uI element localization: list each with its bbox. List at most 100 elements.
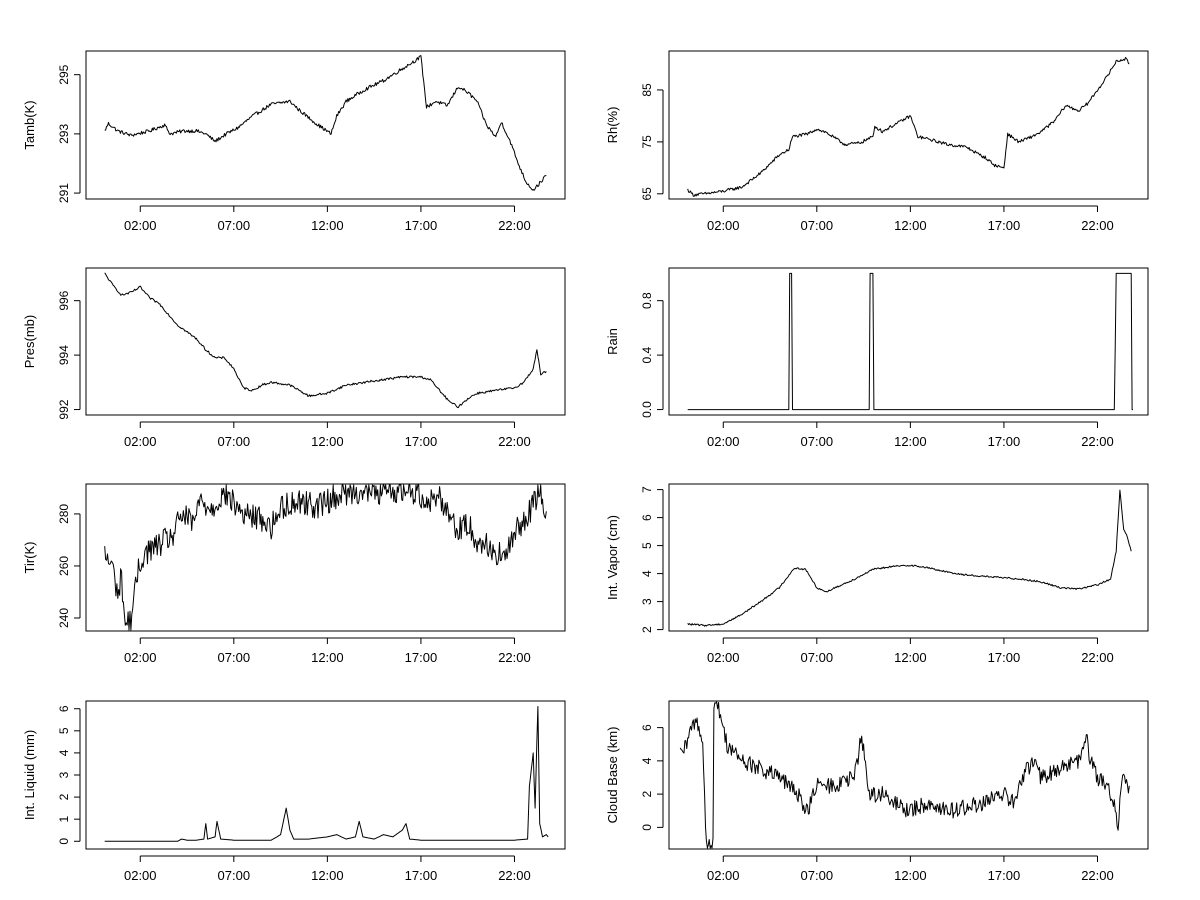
x-tick-label: 02:00: [124, 434, 157, 449]
x-tick-label: 02:00: [124, 650, 157, 665]
x-axis: 02:00 07:00 12:00 17:00 22:00: [124, 205, 531, 233]
y-tick-label: 5: [640, 542, 654, 549]
panel-rh: 02:00 07:00 12:00 17:00 22:00 65 75 85 Rh(%): [605, 50, 1149, 233]
x-tick-label: 17:00: [405, 868, 438, 883]
y-tick-label: 7: [640, 486, 654, 493]
x-axis: 02:00 07:00 12:00 17:00 22:00: [707, 205, 1114, 233]
x-tick-label: 07:00: [218, 650, 251, 665]
plot-frame: [668, 267, 1149, 416]
y-tick-label: 0: [57, 838, 71, 845]
x-tick-label: 17:00: [988, 218, 1021, 233]
y-tick-label: 5: [57, 727, 71, 734]
plot-frame: [668, 700, 1149, 850]
y-axis: 992 994 996: [57, 290, 81, 420]
x-tick-label: 22:00: [1081, 650, 1114, 665]
x-tick-label: 02:00: [707, 868, 740, 883]
y-tick-label: 85: [640, 83, 654, 97]
y-tick-label: 75: [640, 135, 654, 149]
x-tick-label: 12:00: [894, 218, 927, 233]
y-axis: 0 2 4 6: [640, 724, 664, 831]
series-line-liquid: [104, 706, 549, 842]
x-tick-label: 22:00: [498, 218, 531, 233]
x-tick-label: 22:00: [1081, 868, 1114, 883]
plot-frame: [85, 50, 566, 200]
x-axis: 02:00 07:00 12:00 17:00 22:00: [707, 855, 1114, 883]
y-tick-label: 6: [640, 514, 654, 521]
y-tick-label: 4: [640, 757, 654, 764]
series-line-tir: [104, 484, 547, 631]
x-tick-label: 02:00: [707, 218, 740, 233]
y-tick-label: 295: [57, 64, 71, 84]
x-tick-label: 12:00: [894, 434, 927, 449]
series-line-rh: [687, 57, 1130, 197]
x-tick-label: 02:00: [124, 218, 157, 233]
x-tick-label: 12:00: [311, 434, 344, 449]
y-axis: 65 75 85: [640, 83, 664, 201]
y-axis-label: Tamb(K): [22, 100, 37, 149]
x-tick-label: 22:00: [1081, 218, 1114, 233]
plot-frame: [668, 50, 1149, 200]
y-tick-label: 4: [640, 570, 654, 577]
x-tick-label: 22:00: [498, 868, 531, 883]
x-tick-label: 07:00: [801, 650, 834, 665]
x-tick-label: 02:00: [707, 650, 740, 665]
panel-pres: 02:00 07:00 12:00 17:00 22:00 992 994 996 Pres(m…: [22, 267, 566, 449]
y-tick-label: 2: [640, 626, 654, 633]
panel-rain: 02:00 07:00 12:00 17:00 22:00 0.0 0.4 0.8 Rain: [605, 267, 1149, 449]
y-tick-label: 291: [57, 183, 71, 203]
y-tick-label: 996: [57, 290, 71, 310]
x-tick-label: 12:00: [311, 218, 344, 233]
series-line-cloudbase: [679, 701, 1130, 849]
series-line-vapor: [687, 489, 1132, 627]
x-axis: 02:00 07:00 12:00 17:00 22:00: [124, 421, 531, 449]
x-tick-label: 12:00: [311, 650, 344, 665]
y-axis: 291 293 295: [57, 64, 81, 203]
y-tick-label: 3: [640, 598, 654, 605]
y-axis: 0 1 2 3 4 5 6: [57, 705, 81, 845]
y-tick-label: 0.8: [640, 292, 654, 309]
y-axis: 2 3 4 5 6 7: [640, 486, 664, 633]
x-tick-label: 12:00: [311, 868, 344, 883]
x-tick-label: 17:00: [988, 434, 1021, 449]
x-tick-label: 17:00: [988, 868, 1021, 883]
y-tick-label: 65: [640, 187, 654, 201]
panel-cloudbase: 02:00 07:00 12:00 17:00 22:00 0 2 4 6 Cloud Base …: [605, 700, 1149, 883]
y-tick-label: 293: [57, 124, 71, 144]
y-tick-label: 280: [57, 504, 71, 524]
panel-tir: 02:00 07:00 12:00 17:00 22:00 240 260 280 Tir(K): [22, 483, 566, 665]
series-line-pres: [104, 272, 547, 409]
y-axis: 0.0 0.4 0.8: [640, 292, 664, 418]
y-tick-label: 4: [57, 749, 71, 756]
x-tick-label: 17:00: [405, 218, 438, 233]
x-tick-label: 22:00: [1081, 434, 1114, 449]
y-tick-label: 994: [57, 345, 71, 365]
panel-vapor: 02:00 07:00 12:00 17:00 22:00 2 3 4 5 6 7 Int. Vapo…: [605, 483, 1149, 665]
x-tick-label: 17:00: [405, 650, 438, 665]
y-axis-label: Cloud Base (km): [605, 727, 620, 824]
x-tick-label: 02:00: [707, 434, 740, 449]
plot-frame: [85, 483, 566, 632]
y-axis-label: Pres(mb): [22, 315, 37, 368]
y-axis-label: Tir(K): [22, 541, 37, 573]
x-tick-label: 17:00: [988, 650, 1021, 665]
plot-frame: [85, 700, 566, 850]
y-tick-label: 6: [640, 724, 654, 731]
x-tick-label: 12:00: [894, 650, 927, 665]
x-axis: 02:00 07:00 12:00 17:00 22:00: [124, 637, 531, 665]
y-tick-label: 240: [57, 608, 71, 628]
y-tick-label: 260: [57, 556, 71, 576]
y-tick-label: 0.4: [640, 346, 654, 363]
y-tick-label: 992: [57, 399, 71, 419]
plot-frame: [668, 483, 1149, 632]
panel-liquid: 02:00 07:00 12:00 17:00 22:00 0 1 2 3 4 5 6 Int. Liq…: [22, 700, 566, 883]
y-axis-label: Int. Vapor (cm): [605, 515, 620, 600]
plot-frame: [85, 267, 566, 416]
x-tick-label: 07:00: [801, 434, 834, 449]
panel-tamb: 02:00 07:00 12:00 17:00 22:00 291 293 295 Tamb(K…: [22, 50, 566, 233]
y-axis-label: Int. Liquid (mm): [22, 730, 37, 820]
y-axis-label: Rh(%): [605, 107, 620, 144]
x-axis: 02:00 07:00 12:00 17:00 22:00: [707, 637, 1114, 665]
y-tick-label: 0.0: [640, 401, 654, 418]
x-axis: 02:00 07:00 12:00 17:00 22:00: [707, 421, 1114, 449]
